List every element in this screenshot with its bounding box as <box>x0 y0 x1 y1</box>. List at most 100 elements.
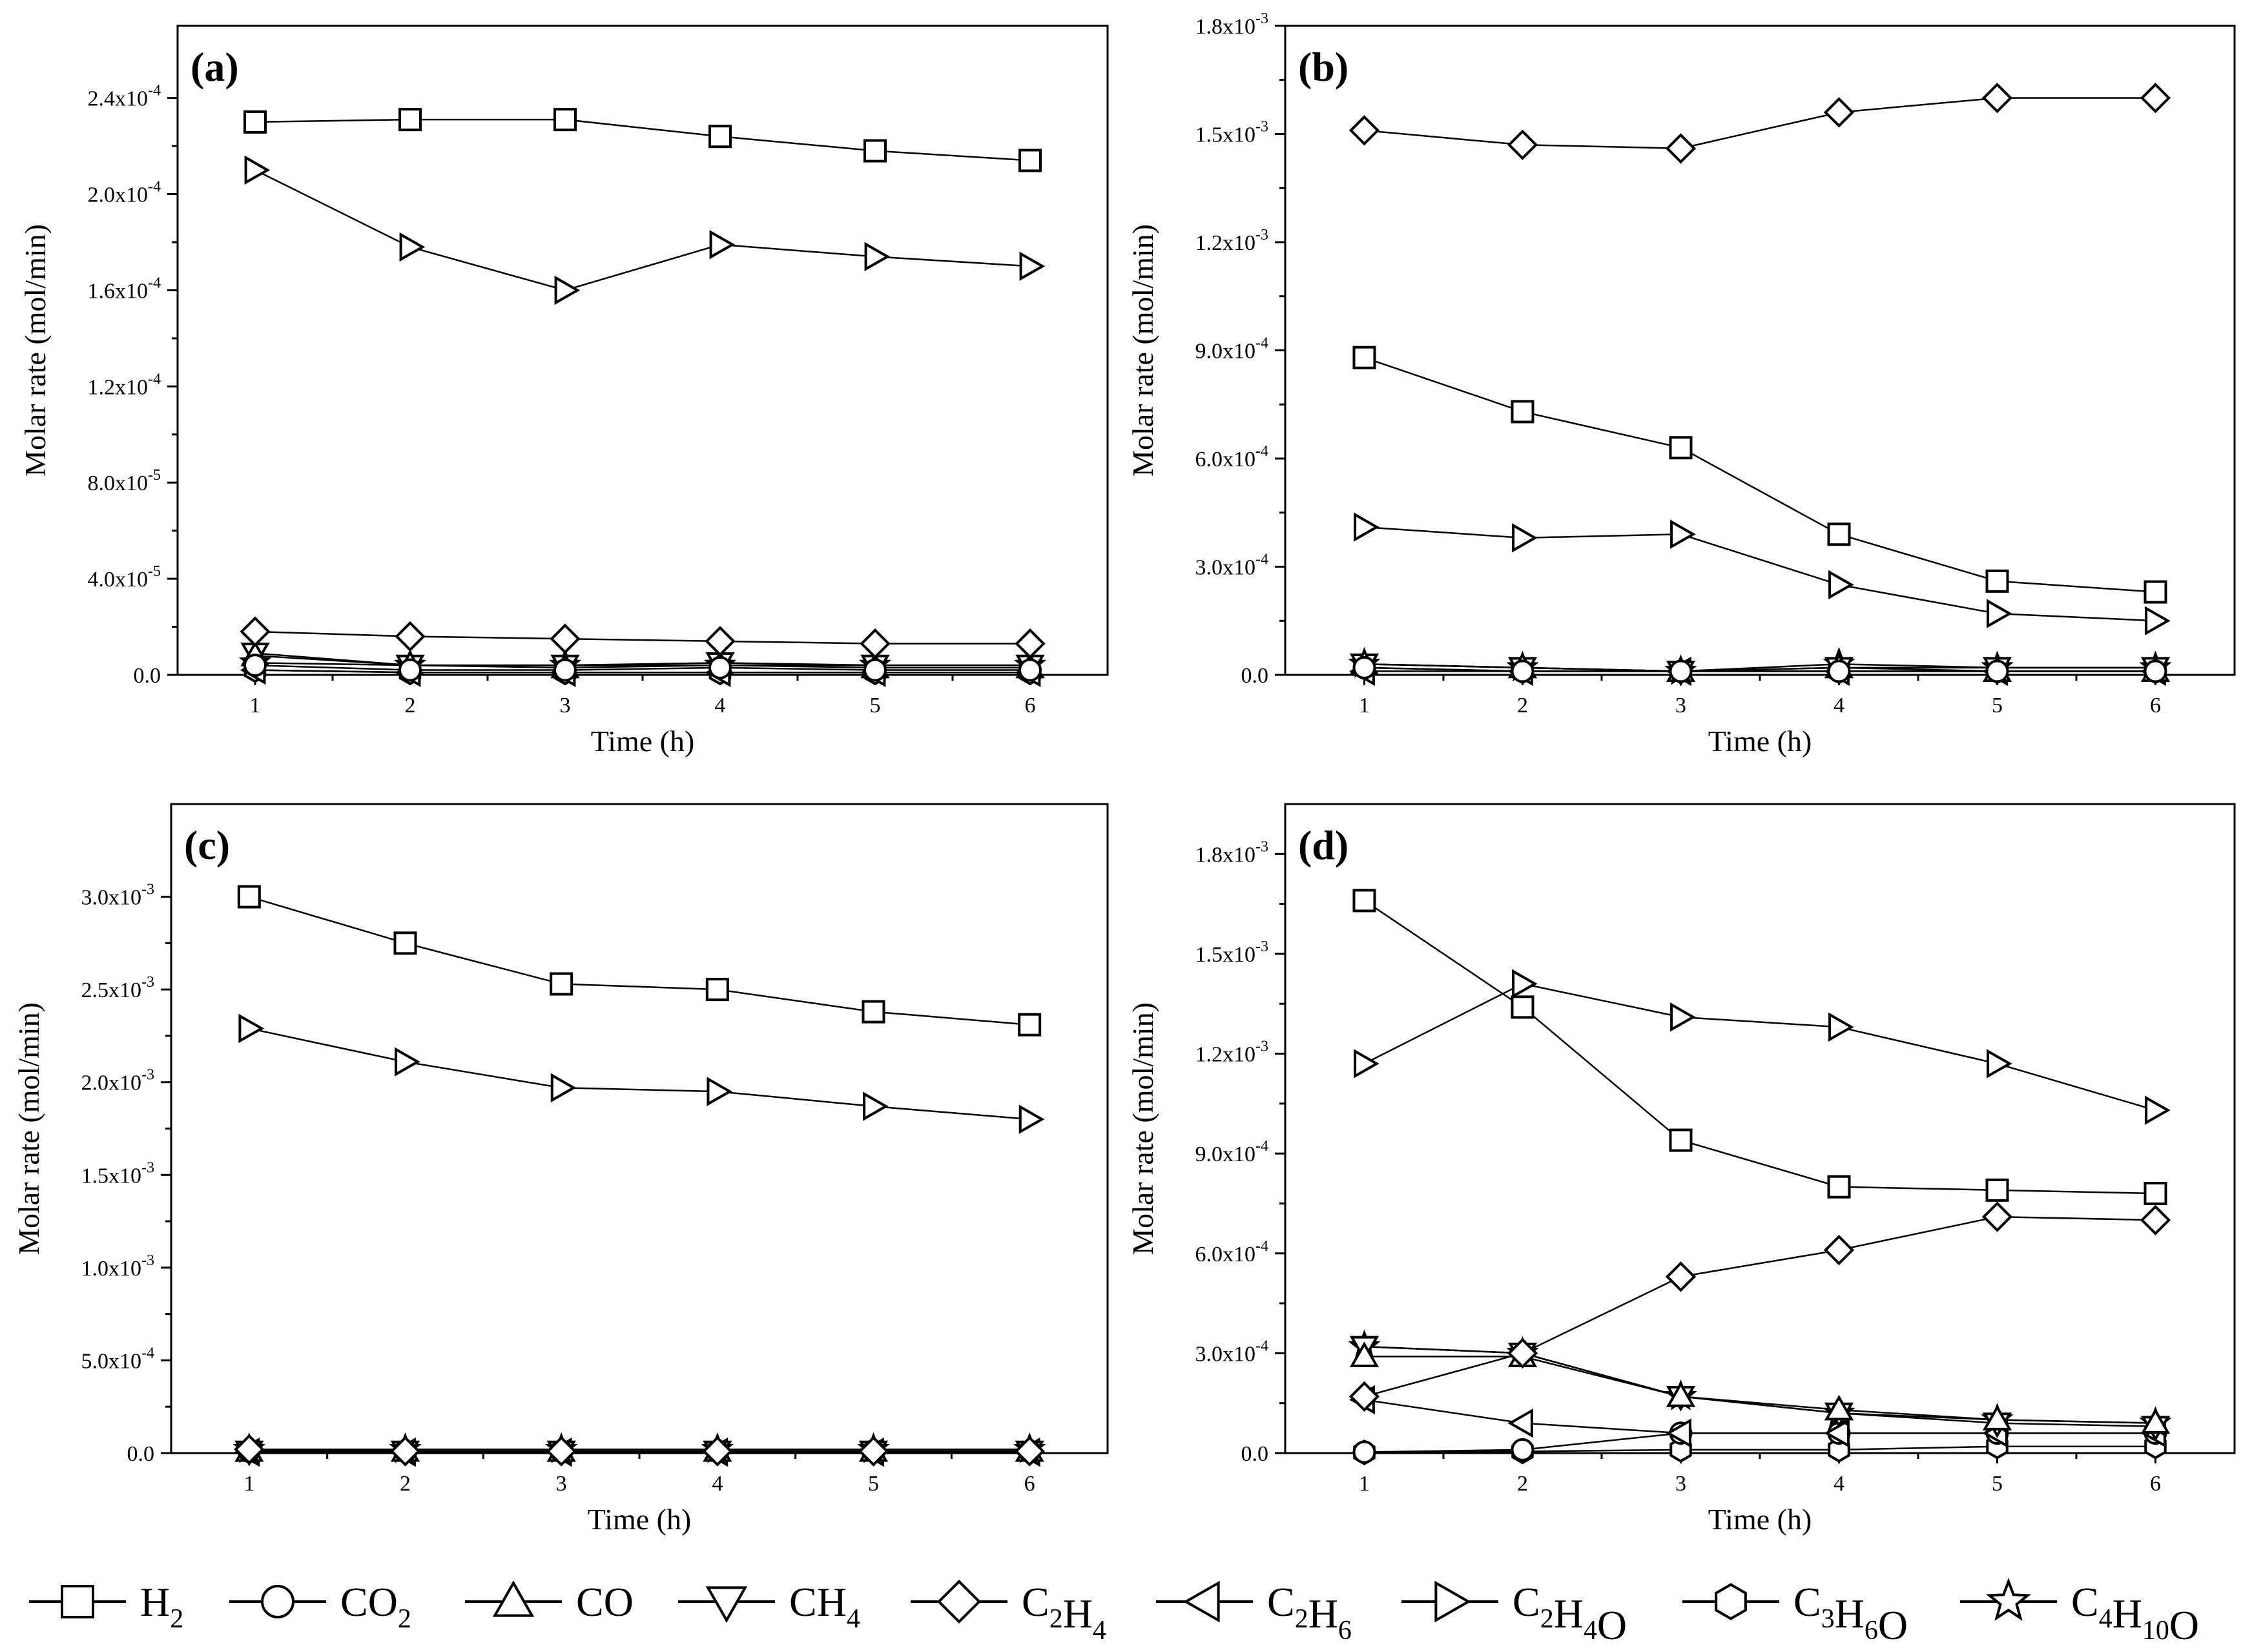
y-tick-label: 6.0x10-4 <box>1195 443 1269 471</box>
data-point <box>553 658 577 682</box>
y-tick-label: 5.0x10-4 <box>81 1345 155 1373</box>
legend: H2 CO2 CO CH4 C2H4 C2H6 C2H4O C3H6O C4H10O <box>29 1578 2199 1648</box>
data-point <box>1348 115 1380 146</box>
legend-item-C3H6O: C3H6O <box>1682 1579 1908 1648</box>
data-point <box>1985 1178 2009 1202</box>
series-H2 <box>1352 889 2167 1205</box>
x-tick-label: 2 <box>400 1472 411 1496</box>
series-C2H4 <box>234 1434 1045 1467</box>
data-point <box>1985 659 2009 683</box>
data-point <box>1981 83 2013 114</box>
series-line <box>1364 1345 2156 1428</box>
data-point <box>702 1436 733 1467</box>
x-tick-label: 1 <box>243 1472 254 1496</box>
data-point <box>2140 1408 2171 1434</box>
data-point <box>2140 1204 2171 1235</box>
series-line <box>254 654 1030 669</box>
legend-item-H2: H2 <box>29 1579 183 1634</box>
legend-label: H2 <box>140 1579 183 1634</box>
legend-label: CO2 <box>340 1579 411 1634</box>
series-C2H4O <box>1354 512 2171 635</box>
x-tick-label: 4 <box>712 1472 723 1496</box>
plot-frame <box>176 25 1109 676</box>
data-point <box>240 616 271 647</box>
data-point <box>2144 1182 2167 1205</box>
series-line <box>249 896 1030 1026</box>
series-C2H4O <box>244 155 1046 305</box>
data-point <box>1669 1128 1693 1152</box>
data-point <box>1348 1381 1380 1412</box>
data-point <box>1824 1394 1854 1421</box>
data-point <box>389 1436 421 1467</box>
panel-label: (b) <box>1298 44 1348 90</box>
series-C2H4O <box>1354 969 2171 1125</box>
legend-label: C4H10O <box>2071 1579 2199 1648</box>
data-point <box>1018 1104 1045 1134</box>
data-point <box>863 1091 889 1121</box>
legend-marker-triangle-down <box>705 1586 748 1623</box>
chart-panel-d: (d) 1 2 3 4 5 6 0.0 3.0x10-4 6.0x10-4 9.0x10-4 1.2x… <box>1126 803 2236 1536</box>
data-point <box>1666 1418 1691 1448</box>
series-line <box>1363 982 2156 1111</box>
data-point <box>1349 1341 1379 1367</box>
x-tick-label: 1 <box>1359 1472 1370 1496</box>
y-tick-label: 1.8x10-3 <box>1195 838 1269 867</box>
series-line <box>254 630 1030 645</box>
data-point <box>238 1013 265 1044</box>
series-line <box>254 664 1030 671</box>
chart-panel-c: (c) 1 2 3 4 5 6 0.0 5.0x10-4 1.0x10-3 1.5x10-3 2.0x… <box>12 803 1109 1536</box>
x-tick-label: 2 <box>405 694 416 718</box>
series-line <box>1364 666 2156 672</box>
data-point <box>862 1000 885 1024</box>
data-point <box>860 628 891 659</box>
series-H2 <box>1352 346 2167 604</box>
data-point <box>1507 1337 1538 1369</box>
data-point <box>1827 522 1851 546</box>
data-point <box>1018 149 1042 172</box>
panel-label: (d) <box>1298 822 1348 868</box>
legend-label: C2H6 <box>1267 1579 1352 1646</box>
legend-marker-circle <box>261 1585 294 1618</box>
data-point <box>1669 436 1693 460</box>
y-tick-label: 1.2x10-3 <box>1195 1038 1269 1067</box>
legend-marker-triangle-up <box>492 1580 535 1617</box>
series-C2H6 <box>234 1437 1040 1467</box>
data-point <box>705 978 729 1002</box>
y-tick-label: 0.0 <box>1241 664 1269 688</box>
y-tick-label: 0.0 <box>1241 1442 1269 1466</box>
y-tick-label: 2.0x10-3 <box>81 1067 155 1095</box>
y-tick-label: 6.0x10-4 <box>1195 1238 1269 1266</box>
y-tick-label: 1.2x10-3 <box>1195 227 1269 255</box>
data-point <box>708 656 732 679</box>
y-tick-label: 2.4x10-4 <box>88 83 161 111</box>
data-point <box>1014 1436 1045 1467</box>
series-line <box>1364 1215 2156 1398</box>
x-tick-label: 1 <box>250 694 261 718</box>
y-tick-label: 9.0x10-4 <box>1195 1138 1269 1166</box>
series-line <box>1364 1356 2156 1424</box>
data-point <box>395 1047 420 1077</box>
data-point <box>1511 995 1534 1019</box>
series-C2H4 <box>1348 1201 2171 1412</box>
x-tick-label: 5 <box>1992 694 2003 718</box>
data-point <box>1827 1175 1851 1199</box>
x-axis-label: Time (h) <box>591 725 695 758</box>
data-point <box>1981 1201 2013 1232</box>
data-point <box>2140 83 2171 114</box>
data-point <box>705 626 736 657</box>
data-point <box>863 139 887 163</box>
data-point <box>1666 1381 1696 1407</box>
data-point <box>1987 1049 2012 1079</box>
legend-item-CO: CO <box>465 1579 634 1625</box>
x-tick-label: 3 <box>1675 694 1686 718</box>
x-tick-label: 6 <box>1024 1472 1035 1496</box>
series-line <box>254 118 1031 161</box>
legend-marker-star <box>1985 1578 2032 1621</box>
legend-marker-square <box>61 1585 94 1618</box>
data-point <box>1354 512 1379 542</box>
legend-item-C4H10O: C4H10O <box>1960 1578 2199 1648</box>
series-C2H4O <box>238 1013 1045 1134</box>
data-point <box>398 658 422 682</box>
legend-item-C2H4: C2H4 <box>911 1579 1106 1646</box>
data-point <box>1670 519 1696 549</box>
